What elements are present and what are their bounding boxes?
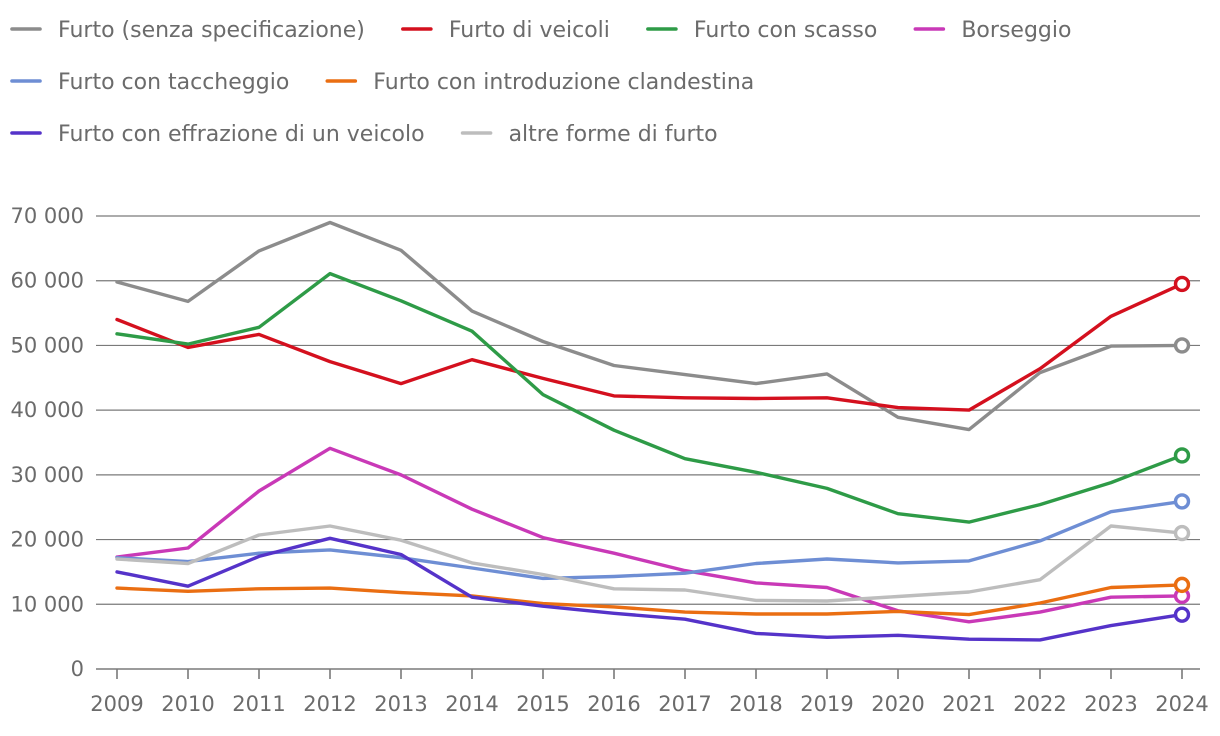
y-tick-label: 10 000	[11, 592, 84, 616]
x-axis-ticks: 2009 2010 2011 2012 2013 2014 2015 2016 2017 2018…	[90, 669, 1209, 716]
y-tick-label: 20 000	[11, 528, 84, 552]
legend-label-furto-con-effrazione-di-un-veicolo[interactable]: Furto con effrazione di un veicolo	[58, 122, 425, 147]
end-markers	[1173, 275, 1191, 623]
x-tick-label: 2009	[90, 692, 143, 716]
series-line-furto-con-scasso	[115, 271, 1184, 524]
x-tick-label: 2019	[800, 692, 853, 716]
x-tick-label: 2021	[942, 692, 995, 716]
x-tick-label: 2023	[1084, 692, 1137, 716]
legend-label-furto-con-taccheggio[interactable]: Furto con taccheggio	[58, 70, 289, 95]
end-marker-furto-di-veicoli	[1173, 275, 1191, 293]
x-tick-label: 2013	[374, 692, 427, 716]
end-marker-furto-con-taccheggio	[1173, 493, 1191, 510]
y-tick-label: 70 000	[11, 204, 84, 228]
grid-lines	[96, 215, 1200, 670]
x-tick-label: 2017	[658, 692, 711, 716]
legend-label-borseggio[interactable]: Borseggio	[961, 18, 1071, 43]
end-marker-furto-con-effrazione-di-un-veicolo	[1173, 606, 1191, 623]
y-tick-label: 40 000	[11, 398, 84, 422]
legend-label-furto-senza-specificazione[interactable]: Furto (senza specificazione)	[58, 18, 365, 43]
x-tick-label: 2012	[303, 692, 356, 716]
x-tick-label: 2020	[871, 692, 924, 716]
x-tick-label: 2022	[1013, 692, 1066, 716]
series-line-altre-forme-di-furto	[115, 524, 1184, 603]
series-line-furto-con-taccheggio	[115, 499, 1184, 581]
series-line-furto-con-introduzione-clandestina	[115, 583, 1184, 617]
y-tick-label: 50 000	[11, 333, 84, 357]
series-line-furto-con-effrazione-di-un-veicolo	[115, 536, 1184, 642]
legend-label-furto-con-scasso[interactable]: Furto con scasso	[694, 18, 877, 43]
end-marker-furto-con-scasso	[1173, 447, 1191, 464]
end-marker-furto-con-introduzione-clandestina	[1173, 576, 1191, 594]
end-marker-furto-senza-specificazione	[1173, 337, 1191, 354]
series-line-furto-senza-specificazione	[115, 220, 1184, 432]
series-line-borseggio	[115, 446, 1184, 624]
x-tick-label: 2011	[232, 692, 285, 716]
y-axis-ticks: 0 10 000 20 000 30 000 40 000 50 000 60 000 70 …	[11, 204, 84, 681]
legend-label-furto-con-introduzione-clandestina[interactable]: Furto con introduzione clandestina	[373, 70, 754, 95]
y-tick-label: 60 000	[11, 269, 84, 293]
y-tick-label: 30 000	[11, 463, 84, 487]
x-tick-label: 2024	[1155, 692, 1208, 716]
series-line-furto-di-veicoli	[115, 282, 1184, 412]
x-tick-label: 2014	[445, 692, 498, 716]
legend: Furto (senza specificazione) Furto di vei…	[10, 18, 1071, 147]
legend-label-furto-di-veicoli[interactable]: Furto di veicoli	[449, 18, 610, 43]
x-tick-label: 2015	[516, 692, 569, 716]
x-tick-label: 2018	[729, 692, 782, 716]
end-marker-altre-forme-di-furto	[1173, 524, 1191, 542]
legend-label-altre-forme-di-furto[interactable]: altre forme di furto	[509, 122, 718, 147]
series-lines	[115, 220, 1184, 642]
x-tick-label: 2010	[161, 692, 214, 716]
y-tick-label: 0	[71, 657, 84, 681]
x-tick-label: 2016	[587, 692, 640, 716]
